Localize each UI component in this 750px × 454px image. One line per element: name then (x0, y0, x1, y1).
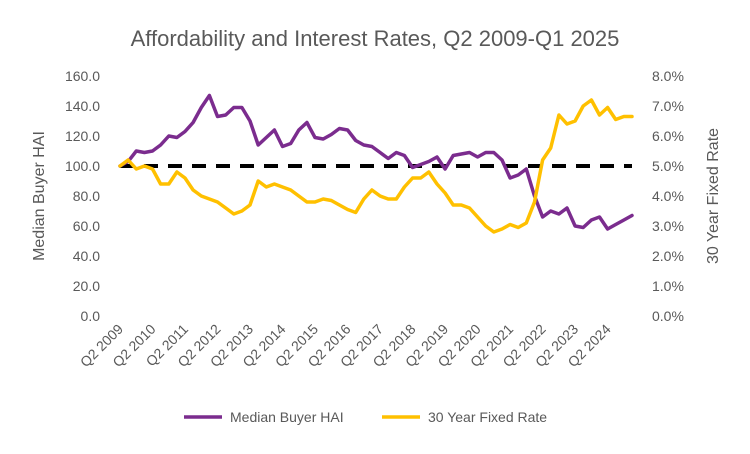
left-tick-label: 40.0 (73, 248, 100, 264)
left-tick-label: 80.0 (73, 188, 100, 204)
right-tick-label: 0.0% (652, 308, 684, 324)
left-tick-label: 60.0 (73, 218, 100, 234)
legend-label: Median Buyer HAI (230, 409, 344, 425)
left-tick-label: 140.0 (65, 98, 100, 114)
left-tick-label: 0.0 (81, 308, 101, 324)
left-tick-label: 20.0 (73, 278, 100, 294)
left-tick-label: 100.0 (65, 158, 100, 174)
legend: Median Buyer HAI 30 Year Fixed Rate (184, 409, 547, 425)
series-layer (118, 93, 634, 234)
left-tick-label: 120.0 (65, 128, 100, 144)
chart-title: Affordability and Interest Rates, Q2 200… (131, 26, 620, 51)
left-axis-title: Median Buyer HAI (31, 131, 48, 261)
right-tick-label: 6.0% (652, 128, 684, 144)
right-tick-label: 1.0% (652, 278, 684, 294)
right-tick-label: 8.0% (652, 68, 684, 84)
right-tick-label: 4.0% (652, 188, 684, 204)
right-tick-label: 7.0% (652, 98, 684, 114)
right-tick-label: 3.0% (652, 218, 684, 234)
right-tick-label: 2.0% (652, 248, 684, 264)
series-line (118, 98, 634, 234)
right-axis-ticks: 0.0% 1.0% 2.0% 3.0% 4.0% 5.0% 6.0% 7.0% 8.0% (652, 68, 684, 324)
right-axis-title: 30 Year Fixed Rate (705, 128, 722, 264)
series-line (118, 93, 634, 231)
left-tick-label: 160.0 (65, 68, 100, 84)
legend-label: 30 Year Fixed Rate (428, 409, 547, 425)
right-tick-label: 5.0% (652, 158, 684, 174)
left-axis-ticks: 0.0 20.0 40.0 60.0 80.0 100.0 120.0 140.0 160.0 (65, 68, 100, 324)
